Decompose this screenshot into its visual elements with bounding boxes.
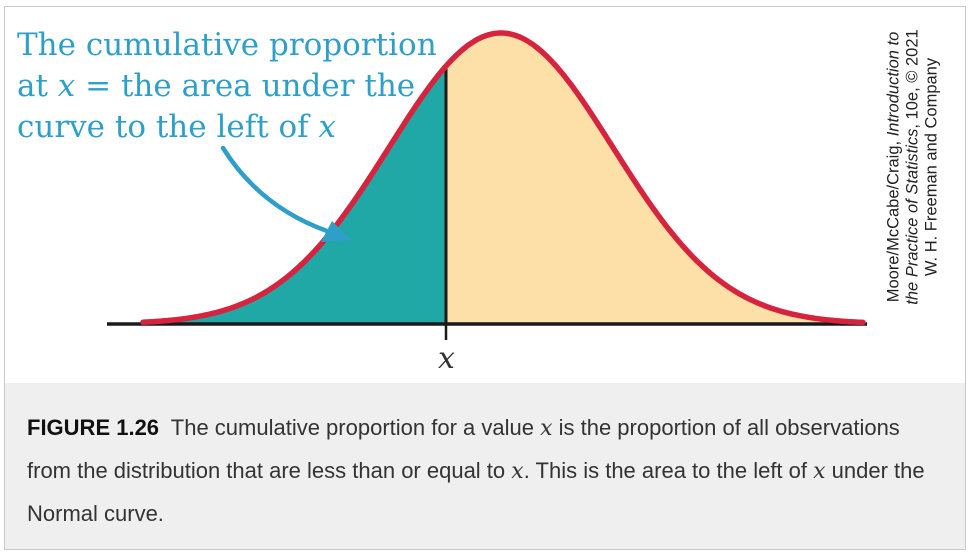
curved-arrow-icon: [220, 145, 351, 242]
right-shaded-area: [446, 33, 863, 324]
caption-variable-x: x: [540, 416, 553, 441]
annotation-line-3-prefix: curve to the left of: [17, 109, 319, 145]
credit-title-part-2: the Practice of Statistics: [903, 128, 922, 305]
copyright-credit: Moore/McCabe/Craig, Introduction to the …: [885, 7, 942, 327]
caption-text-3: . This is the area to the left of: [523, 458, 814, 483]
annotation-line-2: at x = the area under the: [17, 66, 437, 107]
figure-illustration: The cumulative proportion at x = the are…: [5, 7, 965, 383]
credit-authors: Moore/McCabe/Craig,: [884, 136, 903, 303]
figure-label: FIGURE 1.26: [27, 415, 160, 440]
credit-line-3: W. H. Freeman and Company: [922, 57, 941, 277]
figure-frame: The cumulative proportion at x = the are…: [4, 6, 966, 550]
credit-line-1: Moore/McCabe/Craig, Introduction to: [885, 7, 904, 327]
annotation-line-1: The cumulative proportion: [17, 27, 437, 63]
annotation-text: The cumulative proportion at x = the are…: [17, 25, 437, 148]
caption-text-4: under the Normal curve.: [27, 458, 925, 526]
figure-caption: FIGURE 1.26 The cumulative proportion fo…: [27, 407, 941, 535]
x-tick-label: x: [438, 341, 455, 376]
annotation-variable-x: x: [318, 109, 336, 145]
annotation-line-3: curve to the left of x: [17, 107, 437, 148]
caption-box: FIGURE 1.26 The cumulative proportion fo…: [5, 383, 965, 549]
credit-edition: , 10e, © 2021: [903, 29, 922, 129]
caption-variable-x: x: [813, 459, 826, 484]
credit-line-2: the Practice of Statistics, 10e, © 2021: [904, 7, 923, 327]
caption-text-1: The cumulative proportion for a value: [170, 415, 541, 440]
left-shaded-area: [143, 66, 446, 324]
credit-title-part-1: Introduction to: [884, 31, 903, 137]
caption-variable-x: x: [511, 459, 524, 484]
caption-text-2: is the proportion of all observations fr…: [27, 415, 900, 483]
annotation-line-2-prefix: at: [17, 68, 58, 104]
annotation-line-2-suffix: = the area under the: [75, 68, 416, 104]
normal-curve: [140, 30, 866, 326]
annotation-variable-x: x: [57, 68, 76, 104]
normal-curve-diagram: [107, 30, 867, 340]
